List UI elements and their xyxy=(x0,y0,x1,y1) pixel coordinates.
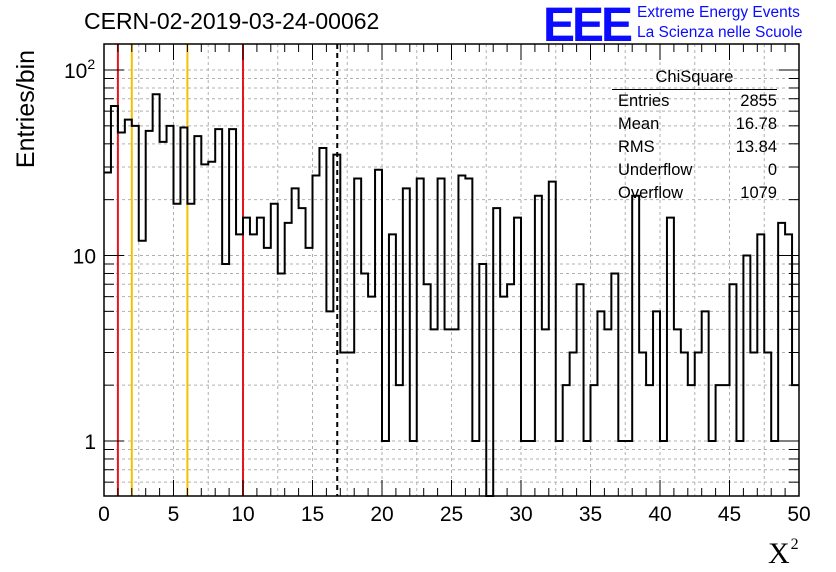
logo-line-1: Extreme Energy Events xyxy=(637,4,800,21)
x-tick-label: 35 xyxy=(579,503,602,526)
y-tick-label-base: 10 xyxy=(64,60,87,83)
stats-box-title: ChiSquare xyxy=(612,68,777,90)
stats-box: ChiSquare Entries 2855 Mean 16.78 RMS 13.84… xyxy=(612,68,777,207)
logo-line-2: La Scienza nelle Scuole xyxy=(637,24,803,41)
y-tick-label: 10 xyxy=(73,246,96,269)
stats-value: 2855 xyxy=(740,92,777,110)
stats-row-overflow: Overflow 1079 xyxy=(612,184,777,207)
eee-logo: EEE xyxy=(543,0,633,52)
x-tick-label: 40 xyxy=(648,503,671,526)
stats-label: Underflow xyxy=(618,161,693,179)
stats-label: Overflow xyxy=(618,184,684,202)
x-tick-label: 25 xyxy=(440,503,463,526)
stats-row-entries: Entries 2855 xyxy=(612,92,777,115)
histogram-outline xyxy=(104,93,799,497)
stats-label: RMS xyxy=(618,138,655,156)
x-tick-label: 5 xyxy=(168,503,180,526)
chart-title: CERN-02-2019-03-24-00062 xyxy=(84,8,380,34)
x-tick-label: 15 xyxy=(301,503,324,526)
stats-value: 13.84 xyxy=(735,138,777,156)
logo-text: Extreme Energy Events La Scienza nelle S… xyxy=(637,3,802,43)
y-axis-label: Entries/bin xyxy=(12,49,40,169)
stats-row-rms: RMS 13.84 xyxy=(612,138,777,161)
stats-value: 16.78 xyxy=(735,115,777,133)
y-tick-label: 1 xyxy=(84,431,96,454)
stats-label: Entries xyxy=(618,92,670,110)
x-tick-label: 0 xyxy=(98,503,110,526)
stats-row-mean: Mean 16.78 xyxy=(612,115,777,138)
x-axis-label-sup: 2 xyxy=(790,536,799,553)
x-axis-label: X2 xyxy=(768,536,799,571)
y-tick-label-sup: 2 xyxy=(87,56,95,72)
x-tick-label: 30 xyxy=(509,503,532,526)
stats-value: 0 xyxy=(767,161,777,179)
stats-label: Mean xyxy=(618,115,660,133)
x-tick-label: 10 xyxy=(231,503,254,526)
y-tick-label: 102 xyxy=(64,56,95,83)
x-tick-label: 20 xyxy=(370,503,393,526)
x-axis-label-base: X xyxy=(768,537,790,570)
stats-value: 1079 xyxy=(740,184,777,202)
stats-row-underflow: Underflow 0 xyxy=(612,161,777,184)
x-tick-label: 50 xyxy=(787,503,810,526)
x-tick-label: 45 xyxy=(718,503,741,526)
